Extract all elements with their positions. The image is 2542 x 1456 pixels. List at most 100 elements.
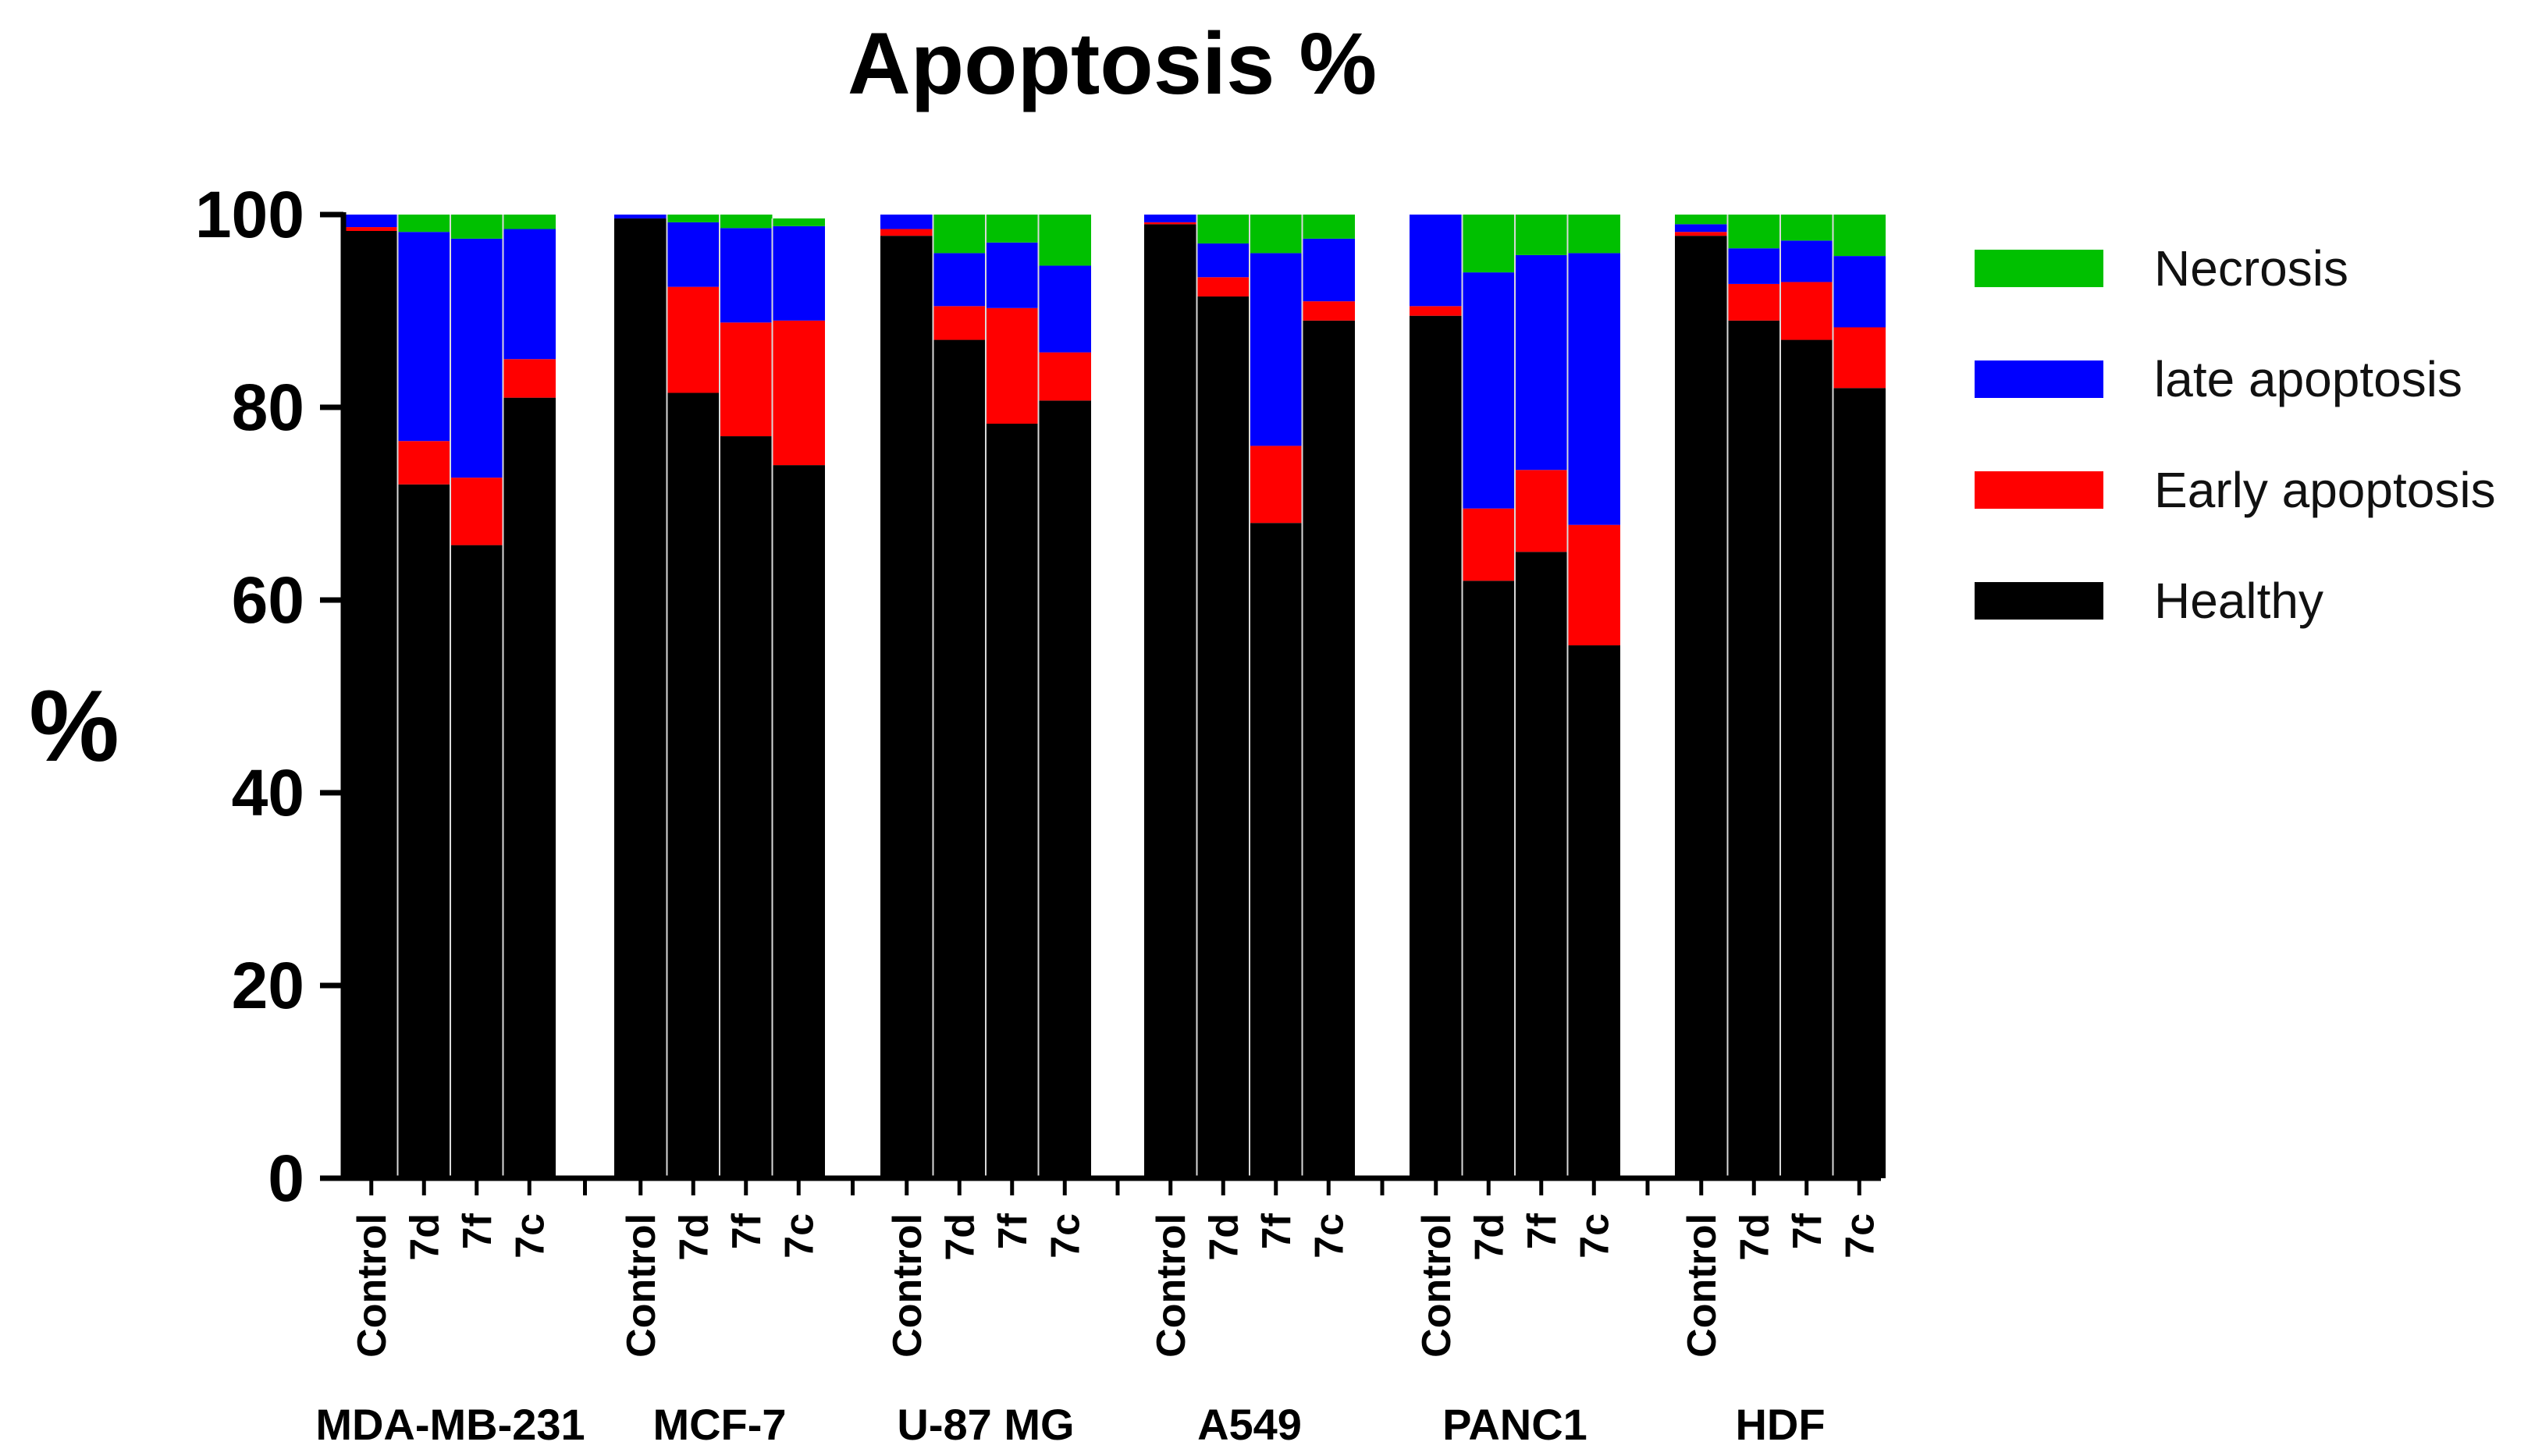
x-tick-label: 7c [1837,1213,1883,1259]
bar-segment-mda-mb-231-control-early-apoptosis [345,227,398,231]
bar-segment-panc1-7d-healthy [1462,581,1515,1178]
bar-segment-mda-mb-231-7d-early-apoptosis [397,441,450,485]
bar-segment-mcf-7-7c-necrosis [772,218,825,226]
bar-segment-u-87-mg-7f-necrosis [986,215,1039,243]
x-tick-label: 7d [402,1213,447,1261]
group-label-mcf-7: MCF-7 [652,1400,786,1449]
bar-segment-a549-7d-late-apoptosis [1196,243,1250,278]
bar-segment-hdf-7c-early-apoptosis [1833,327,1886,389]
bar-segment-mcf-7-7c-early-apoptosis [772,320,825,466]
bar-segment-mda-mb-231-7c-late-apoptosis [503,229,556,360]
chart-title: Apoptosis % [848,15,1377,112]
bar-segment-panc1-7c-healthy [1567,645,1620,1178]
y-axis-label: % [29,669,119,783]
bar-segment-u-87-mg-7d-healthy [933,339,986,1178]
x-tick-label: 7f [724,1213,770,1249]
bar-segment-mda-mb-231-7c-necrosis [503,215,556,229]
group-label-panc1: PANC1 [1442,1400,1587,1449]
bar-segment-mda-mb-231-7c-healthy [503,397,556,1178]
bar-segment-hdf-7c-late-apoptosis [1833,256,1886,328]
bar-segment-mcf-7-7d-late-apoptosis [667,222,720,287]
y-tick-label: 0 [268,1142,304,1215]
bar-segment-hdf-7c-necrosis [1833,215,1886,257]
bar-segment-mcf-7-7d-healthy [667,392,720,1179]
bar-segment-panc1-7f-early-apoptosis [1515,470,1568,552]
bar-segment-a549-control-healthy [1144,224,1197,1179]
bar-segment-panc1-control-early-apoptosis [1410,306,1463,316]
bar-segment-u-87-mg-7c-late-apoptosis [1038,265,1091,353]
bar-segment-mcf-7-7f-early-apoptosis [720,322,773,437]
bar-segment-hdf-7f-necrosis [1780,215,1833,241]
y-tick-label: 20 [232,949,304,1022]
bar-segment-panc1-7d-necrosis [1462,215,1515,273]
bar-segment-mda-mb-231-control-late-apoptosis [345,215,398,228]
x-tick-label: 7d [1201,1213,1246,1261]
x-tick-label: 7f [1254,1213,1299,1249]
bar-segment-a549-7f-early-apoptosis [1250,446,1303,524]
bar-segment-hdf-7f-healthy [1780,339,1833,1178]
bar-segment-hdf-7d-late-apoptosis [1727,248,1780,284]
bar-segment-u-87-mg-7d-necrosis [933,215,986,254]
y-tick-label: 100 [195,178,304,251]
group-label-hdf: HDF [1735,1400,1825,1449]
bar-segment-u-87-mg-7f-healthy [986,423,1039,1178]
x-tick-label: 7f [1520,1213,1565,1249]
bar-segment-a549-7c-necrosis [1302,215,1355,239]
bar-segment-a549-7d-necrosis [1196,215,1250,244]
x-tick-label: Control [619,1213,664,1358]
bar-segment-mcf-7-7c-healthy [772,465,825,1178]
bar-segment-hdf-control-healthy [1675,236,1728,1178]
bar-segment-panc1-7d-early-apoptosis [1462,508,1515,581]
bar-segment-a549-7f-healthy [1250,523,1303,1178]
group-label-a549: A549 [1197,1400,1302,1449]
bar-segment-hdf-7d-early-apoptosis [1727,283,1780,321]
bar-segment-hdf-7d-necrosis [1727,215,1780,249]
bar-segment-a549-7f-necrosis [1250,215,1303,254]
x-tick-label: 7d [671,1213,716,1261]
bar-segment-panc1-7d-late-apoptosis [1462,272,1515,509]
bar-segment-a549-7f-late-apoptosis [1250,253,1303,446]
bar-segment-hdf-control-late-apoptosis [1675,224,1728,233]
x-tick-label: 7d [937,1213,983,1261]
x-tick-label: 7c [1307,1213,1352,1259]
bar-segment-hdf-7d-healthy [1727,320,1780,1179]
x-tick-label: Control [1680,1213,1725,1358]
x-tick-label: 7c [777,1213,822,1259]
bar-segment-hdf-7c-healthy [1833,388,1886,1178]
group-label-mda-mb-231: MDA-MB-231 [315,1400,585,1449]
bar-segment-mcf-7-7f-late-apoptosis [720,228,773,323]
x-tick-label: Control [1149,1213,1194,1358]
bar-segment-a549-7c-healthy [1302,320,1355,1179]
bar-segment-mcf-7-7f-healthy [720,436,773,1178]
y-tick-label: 40 [232,756,304,829]
bar-segment-hdf-7f-early-apoptosis [1780,282,1833,340]
bar-segment-mda-mb-231-7d-late-apoptosis [397,232,450,442]
bar-segment-panc1-control-healthy [1410,315,1463,1178]
y-tick-label: 60 [232,563,304,637]
x-tick-label: 7f [990,1213,1036,1249]
legend-swatch-early-apoptosis [1975,471,2103,509]
bar-segment-a549-7d-healthy [1196,296,1250,1179]
bar-segment-a549-control-late-apoptosis [1144,215,1197,222]
bar-segment-u-87-mg-7d-late-apoptosis [933,253,986,307]
legend-label-necrosis: Necrosis [2154,240,2348,297]
bar-segment-mda-mb-231-7f-early-apoptosis [450,478,503,545]
x-tick-label: 7d [1467,1213,1512,1261]
bar-segment-panc1-7c-early-apoptosis [1567,524,1620,646]
bar-segment-mcf-7-7d-necrosis [667,215,720,222]
x-tick-label: 7d [1732,1213,1777,1261]
bar-segment-mcf-7-7f-necrosis [720,215,773,229]
bar-segment-mda-mb-231-7f-necrosis [450,215,503,239]
legend-label-late-apoptosis: late apoptosis [2154,351,2462,407]
x-tick-label: 7f [455,1213,500,1249]
bar-segment-mda-mb-231-7f-healthy [450,545,503,1178]
bar-segment-hdf-7f-late-apoptosis [1780,240,1833,282]
bar-segment-mcf-7-control-late-apoptosis [614,215,667,218]
bar-segment-panc1-7c-late-apoptosis [1567,253,1620,525]
x-tick-label: Control [350,1213,395,1358]
bar-segment-panc1-7f-necrosis [1515,215,1568,255]
bar-segment-u-87-mg-7c-necrosis [1038,215,1091,266]
bar-segment-panc1-7f-late-apoptosis [1515,254,1568,471]
bar-segment-mcf-7-7d-early-apoptosis [667,286,720,393]
